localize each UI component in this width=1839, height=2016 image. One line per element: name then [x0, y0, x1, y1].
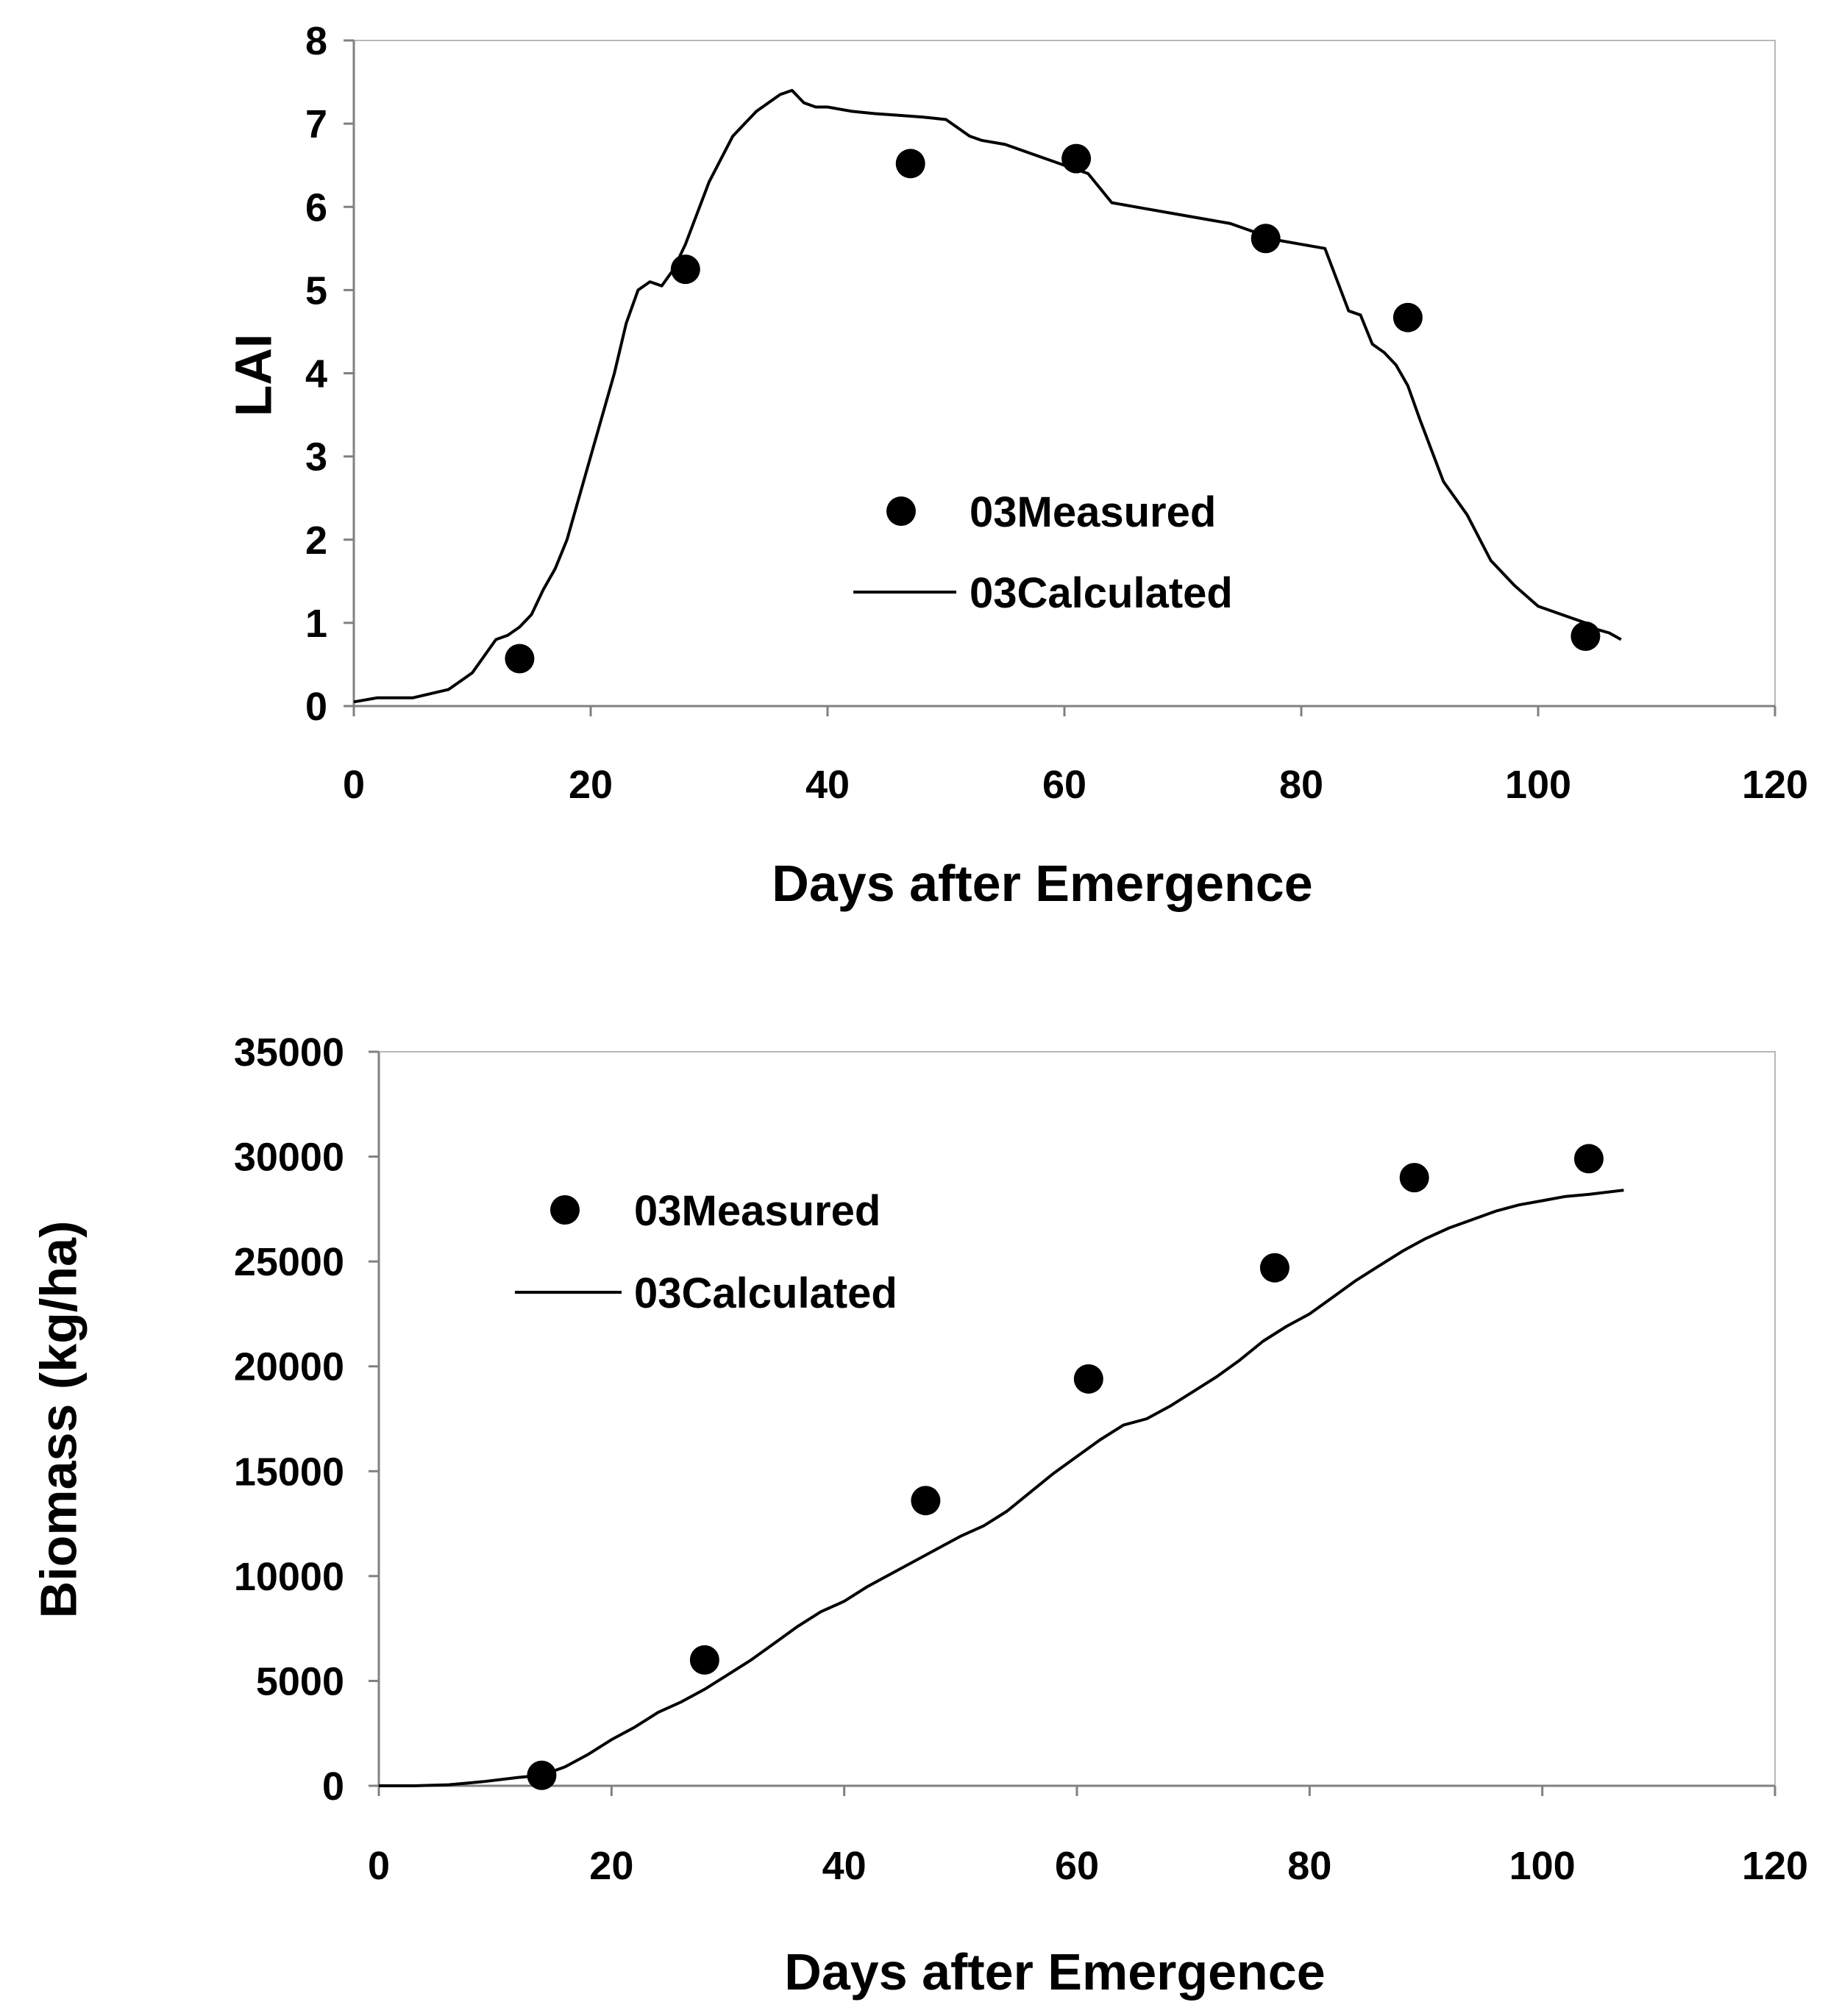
legend: 03Measured 03Calculated — [515, 1187, 897, 1317]
legend-marker-measured — [886, 496, 916, 526]
x-tick-label: 100 — [1505, 763, 1571, 807]
y-tick-label: 30000 — [234, 1136, 344, 1180]
x-tick-label: 0 — [343, 763, 365, 807]
y-tick-label: 0 — [322, 1764, 344, 1809]
measured-point — [689, 1645, 719, 1675]
legend: 03Measured 03Calculated — [853, 488, 1233, 617]
x-tick-label: 20 — [569, 763, 613, 807]
y-tick-label: 25000 — [234, 1240, 344, 1284]
y-tick-label: 2 — [305, 519, 327, 563]
x-axis-title: Days after Emergence — [772, 855, 1312, 912]
y-tick-label: 3 — [305, 435, 327, 480]
x-tick-label: 60 — [1055, 1844, 1099, 1888]
measured-point — [505, 644, 535, 674]
biomass-chart: 0 5000 10000 15000 20000 25000 30000 35000 0 20 40… — [29, 1030, 1808, 2001]
measured-point — [1251, 224, 1281, 254]
legend-label-calculated: 03Calculated — [970, 569, 1233, 617]
measured-point — [895, 149, 925, 179]
x-tick-label: 60 — [1042, 763, 1086, 807]
x-tick-label: 80 — [1279, 763, 1323, 807]
measured-point — [1392, 302, 1423, 332]
x-tick-label: 120 — [1742, 1844, 1808, 1888]
y-tick-label: 20000 — [234, 1345, 344, 1389]
measured-point — [1073, 1364, 1103, 1394]
x-tick-label: 120 — [1742, 763, 1808, 807]
x-tick-label: 100 — [1509, 1844, 1576, 1888]
measured-point — [1571, 621, 1601, 651]
y-tick-label: 15000 — [234, 1450, 344, 1494]
x-tick-label: 20 — [589, 1844, 633, 1888]
plot-area — [378, 1051, 1776, 1787]
calculated-line — [379, 1189, 1624, 1787]
y-tick-label: 6 — [305, 185, 327, 229]
legend-label-calculated: 03Calculated — [634, 1269, 897, 1317]
y-tick-label: 0 — [305, 685, 327, 729]
measured-point — [1573, 1144, 1604, 1174]
y-tick-label: 5 — [305, 268, 327, 313]
calculated-line — [353, 88, 1622, 704]
y-tick-label: 8 — [305, 19, 327, 63]
y-tick-label: 5000 — [256, 1659, 344, 1703]
measured-point — [1399, 1163, 1429, 1193]
y-tick-label: 35000 — [234, 1030, 344, 1075]
legend-marker-measured — [550, 1195, 580, 1225]
legend-label-measured: 03Measured — [634, 1187, 881, 1235]
measured-point — [1259, 1253, 1290, 1283]
x-tick-label: 40 — [805, 763, 850, 807]
legend-label-measured: 03Measured — [970, 488, 1216, 536]
x-axis-title: Days after Emergence — [784, 1943, 1325, 2001]
y-axis-title: Biomass (kg/ha) — [29, 1221, 87, 1619]
x-tick-label: 40 — [822, 1844, 867, 1888]
y-tick-label: 7 — [305, 102, 327, 146]
y-tick-label: 10000 — [234, 1555, 344, 1599]
y-axis-title: LAI — [224, 334, 282, 417]
x-tick-label: 80 — [1287, 1844, 1331, 1888]
x-tick-label: 0 — [368, 1844, 390, 1888]
measured-point — [911, 1486, 941, 1516]
y-tick-label: 1 — [305, 602, 327, 646]
y-tick-label: 4 — [305, 352, 327, 396]
